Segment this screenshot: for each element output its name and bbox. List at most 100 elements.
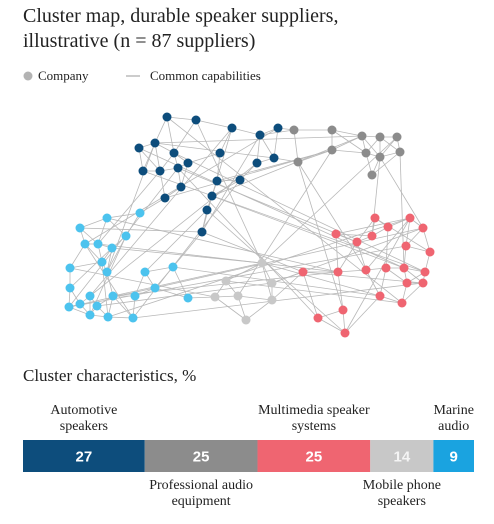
network-node [102, 213, 112, 223]
network-edge [144, 266, 174, 273]
network-node [340, 328, 350, 338]
network-node [140, 267, 150, 277]
network-node [255, 130, 265, 140]
network-node [395, 147, 405, 157]
network-node [333, 267, 343, 277]
category-label: Professional audio equipment [149, 478, 254, 509]
category-label: Multimedia speaker systems [258, 403, 370, 434]
network-edge [237, 149, 333, 297]
network-node [80, 239, 90, 249]
network-edge [297, 161, 344, 311]
network-edge [154, 116, 168, 144]
network-node [399, 263, 409, 273]
network-edge [379, 267, 387, 297]
value-label: 27 [76, 449, 93, 466]
network-edge [177, 167, 358, 243]
network-edge [399, 151, 405, 269]
network-node [108, 291, 118, 301]
network-edge [211, 195, 405, 269]
network-edge [89, 127, 233, 297]
network-edge [69, 243, 86, 269]
network-edge [106, 142, 156, 273]
network-node [202, 205, 212, 215]
network-edge [69, 261, 103, 269]
network-edge [331, 129, 363, 137]
network-edge [195, 119, 263, 264]
subtitle: Cluster characteristics, % [23, 366, 197, 385]
network-edge [259, 129, 295, 136]
network-edge [297, 161, 367, 271]
network-edge [142, 142, 156, 172]
network-edge [214, 296, 247, 321]
network-edge [164, 149, 333, 199]
network-edge [68, 245, 407, 308]
network-edge [261, 262, 273, 301]
network-edge [271, 227, 424, 284]
network-node [367, 170, 377, 180]
network-edge [144, 209, 208, 273]
network-node [176, 182, 186, 192]
chart-title: Cluster map, durable speaker suppliers, … [23, 5, 339, 52]
network-node [338, 305, 348, 315]
network-edge [69, 247, 113, 289]
legend-dot [23, 71, 33, 81]
network-edge [405, 217, 411, 247]
bar-segment [23, 440, 145, 472]
network-node [215, 148, 225, 158]
network-node [425, 247, 435, 257]
network-edge [245, 299, 273, 321]
network-node [130, 291, 140, 301]
network-node [357, 131, 367, 141]
network-edge [225, 280, 403, 304]
network-node [173, 163, 183, 173]
network-edge [206, 209, 346, 334]
network-edge [159, 170, 166, 199]
network-node [134, 143, 144, 153]
network-node [375, 291, 385, 301]
network-node [375, 152, 385, 162]
network-node [212, 176, 222, 186]
network-edge [344, 295, 381, 334]
network-node [418, 223, 428, 233]
network-edge [173, 119, 197, 154]
network-node [197, 227, 207, 237]
network-edge [154, 142, 161, 172]
network-edge [356, 217, 376, 243]
network-node [361, 265, 371, 275]
network-edge [132, 179, 241, 319]
network-edge [361, 135, 381, 158]
network-node [402, 278, 412, 288]
network-edge [106, 217, 339, 273]
network-edge [335, 233, 373, 237]
network-node [241, 315, 251, 325]
network-node [327, 125, 337, 135]
network-edge [173, 152, 426, 273]
network-node [418, 278, 428, 288]
network-edge [97, 243, 339, 273]
network-edge [107, 217, 411, 318]
network-node [162, 112, 172, 122]
network-edge [177, 167, 319, 319]
network-edge [172, 231, 203, 268]
value-label: 14 [393, 449, 410, 466]
network-edge [271, 271, 304, 301]
network-edge [154, 135, 363, 144]
network-node [273, 123, 283, 133]
network-node [397, 298, 407, 308]
network-node [401, 241, 411, 251]
network-edge [138, 147, 161, 172]
network-edge [317, 317, 346, 334]
network-node [155, 166, 165, 176]
legend-label: Common capabilities [150, 68, 261, 83]
network-edge [216, 149, 333, 182]
network-node [327, 145, 337, 155]
network-node [252, 158, 262, 168]
network-node [221, 276, 231, 286]
network-node [420, 267, 430, 277]
network-edge [335, 233, 339, 273]
network-edge [111, 247, 263, 264]
network-node [381, 263, 391, 273]
network-node [160, 193, 170, 203]
network-edge [112, 262, 263, 297]
